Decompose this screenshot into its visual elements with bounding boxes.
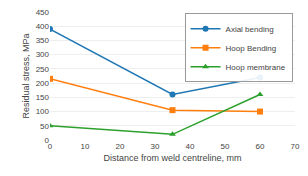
svg-text:250: 250 <box>36 65 50 74</box>
svg-text:50: 50 <box>40 122 49 131</box>
svg-text:Residual stress, MPa: Residual stress, MPa <box>21 33 31 118</box>
svg-text:10: 10 <box>81 142 90 151</box>
svg-text:30: 30 <box>151 142 160 151</box>
svg-text:Hoop Bending: Hoop Bending <box>226 44 277 53</box>
svg-text:200: 200 <box>36 79 50 88</box>
svg-text:450: 450 <box>36 8 50 17</box>
svg-text:0: 0 <box>48 142 53 151</box>
svg-text:40: 40 <box>186 142 195 151</box>
svg-text:350: 350 <box>36 36 50 45</box>
svg-text:300: 300 <box>36 50 50 59</box>
svg-text:50: 50 <box>221 142 230 151</box>
svg-text:20: 20 <box>116 142 125 151</box>
svg-text:Axial bending: Axial bending <box>226 25 274 34</box>
svg-text:70: 70 <box>291 142 300 151</box>
svg-text:100: 100 <box>36 107 50 116</box>
svg-text:150: 150 <box>36 93 50 102</box>
svg-text:Hoop membrane: Hoop membrane <box>226 63 286 72</box>
svg-text:60: 60 <box>256 142 265 151</box>
svg-text:Distance from weld centreline,: Distance from weld centreline, mm <box>103 153 241 163</box>
svg-text:400: 400 <box>36 22 50 31</box>
svg-text:0: 0 <box>45 136 50 145</box>
